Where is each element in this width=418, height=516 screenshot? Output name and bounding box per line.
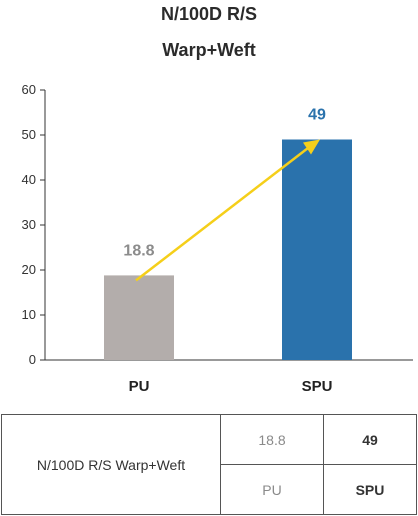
- trend-arrow-line: [135, 145, 311, 282]
- x-tick-label-pu: PU: [129, 378, 150, 395]
- chart-title-line2: Warp+Weft: [162, 40, 256, 60]
- table-row: N/100D R/S Warp+Weft 18.8 49: [1, 414, 417, 515]
- summary-table: N/100D R/S Warp+Weft 18.8 49 PU SPU: [1, 414, 417, 515]
- y-tick-label: 10: [22, 307, 36, 322]
- y-tick-label: 30: [22, 217, 36, 232]
- y-tick-label: 40: [22, 172, 36, 187]
- trend-arrow-head: [303, 139, 320, 155]
- y-tick-label: 50: [22, 127, 36, 142]
- y-tick-label: 0: [29, 352, 36, 367]
- x-tick-label-spu: SPU: [302, 378, 333, 395]
- bar-spu: [282, 139, 352, 360]
- bar-pu: [104, 275, 174, 360]
- data-label-spu: 49: [308, 107, 326, 124]
- pu-value-cell: 18.8: [220, 414, 324, 465]
- table-row-label: N/100D R/S Warp+Weft: [1, 414, 221, 515]
- pu-label-cell: PU: [220, 464, 324, 515]
- chart-title-line1: N/100D R/S: [160, 4, 258, 24]
- y-tick-label: 20: [22, 262, 36, 277]
- y-tick-label: 60: [22, 82, 36, 97]
- spu-value-cell: 49: [323, 414, 417, 465]
- spu-label-cell: SPU: [323, 464, 417, 515]
- table-row: PU SPU: [2, 464, 417, 515]
- bar-chart: 0 10 20 30 40 50 60 18.8 PU 49 SPU: [22, 82, 413, 395]
- data-label-pu: 18.8: [123, 242, 154, 259]
